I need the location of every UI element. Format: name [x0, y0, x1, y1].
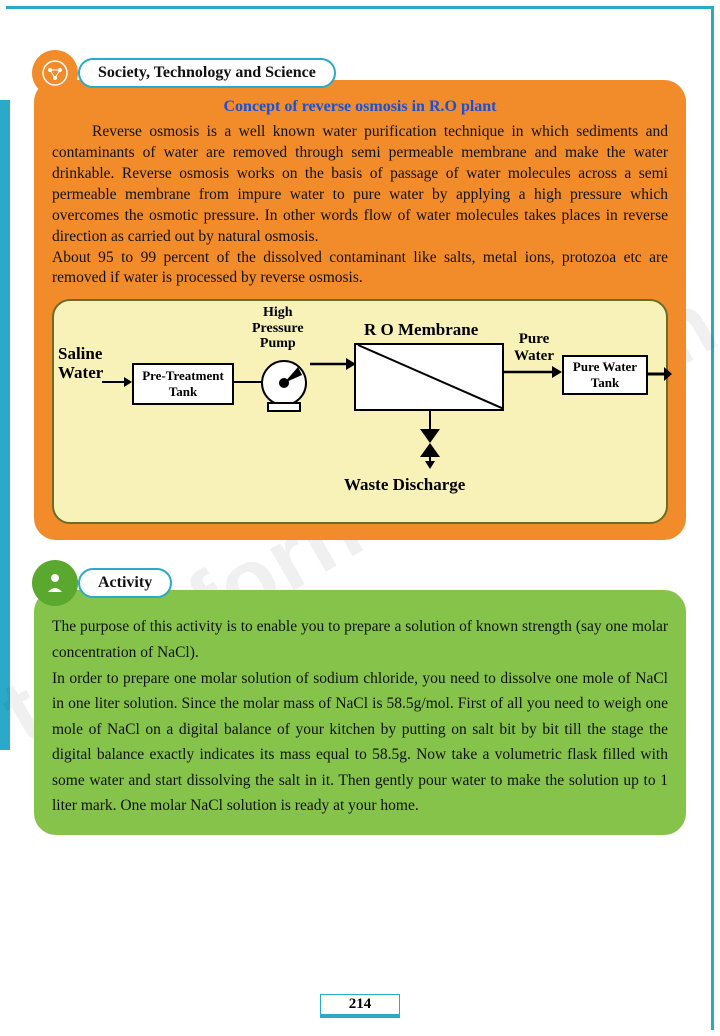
- page-number: 214: [320, 994, 400, 1015]
- page-number-wrap: 214: [320, 994, 400, 1018]
- para-2: About 95 to 99 percent of the dissolved …: [52, 249, 668, 287]
- box-pretreatment-tank: Pre-Treatment Tank: [132, 363, 234, 405]
- page-content: Society, Technology and Science Concept …: [0, 0, 720, 889]
- brain-icon: [32, 50, 78, 96]
- arrow-icon: [648, 367, 672, 381]
- person-icon: [32, 560, 78, 606]
- label-saline-water: Saline Water: [58, 345, 103, 382]
- section-label: Society, Technology and Science: [78, 58, 336, 88]
- label-pure-water: Pure Water: [514, 331, 554, 364]
- para-1: Reverse osmosis is a well known water pu…: [52, 122, 668, 248]
- arrow-icon: [310, 357, 356, 371]
- valve-icon: [412, 411, 448, 469]
- ro-diagram: Saline Water Pre-Treatment Tank High Pre…: [52, 299, 668, 524]
- arrow-icon: [102, 376, 132, 388]
- section-activity: Activity The purpose of this activity is…: [34, 590, 686, 835]
- box-membrane: [354, 343, 504, 411]
- label-membrane: R O Membrane: [364, 321, 478, 340]
- pump-icon: [254, 353, 318, 413]
- section-society-tech-science: Society, Technology and Science Concept …: [34, 80, 686, 540]
- label-pump: High Pressure Pump: [252, 305, 304, 351]
- section-body: Reverse osmosis is a well known water pu…: [52, 122, 668, 289]
- arrow-icon: [504, 365, 562, 379]
- label-waste-discharge: Waste Discharge: [344, 476, 465, 495]
- section-label: Activity: [78, 568, 172, 598]
- box-pure-water-tank: Pure Water Tank: [562, 355, 648, 395]
- page-number-bar: [320, 1015, 400, 1018]
- section-title: Concept of reverse osmosis in R.O plant: [52, 98, 668, 116]
- activity-body: The purpose of this activity is to enabl…: [52, 614, 668, 819]
